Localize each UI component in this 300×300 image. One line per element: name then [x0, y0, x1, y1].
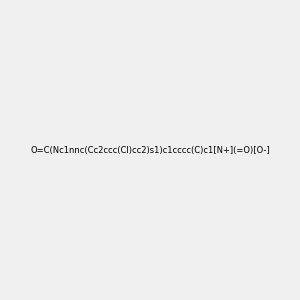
Text: O=C(Nc1nnc(Cc2ccc(Cl)cc2)s1)c1cccc(C)c1[N+](=O)[O-]: O=C(Nc1nnc(Cc2ccc(Cl)cc2)s1)c1cccc(C)c1[…: [30, 146, 270, 154]
